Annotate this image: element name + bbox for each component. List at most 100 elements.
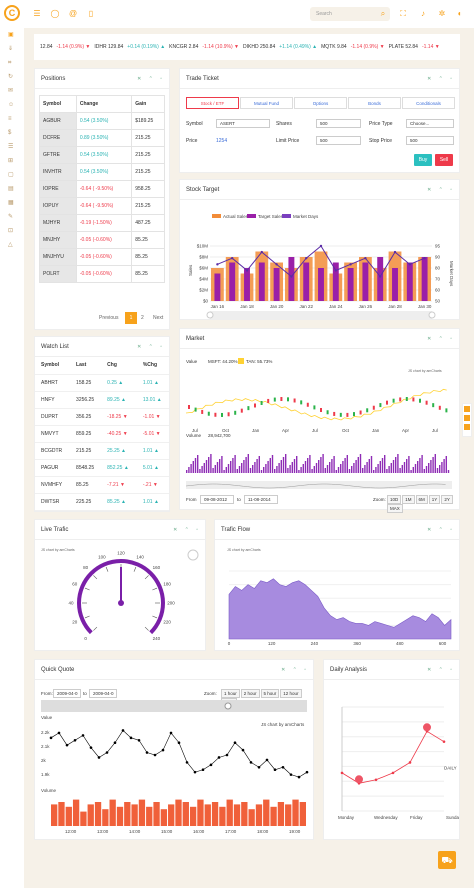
table-row[interactable]: AGBUR 0.54 (3.50%) $189.25: [39, 112, 165, 130]
zoom-button[interactable]: 2Y: [441, 495, 453, 504]
table-row[interactable]: BCGDTR 215.25 25.25 ▲ 1.01 ▲: [35, 442, 169, 460]
chat-icon[interactable]: ◯: [50, 9, 60, 18]
symbol-input[interactable]: ASERT: [216, 119, 270, 128]
card-controls[interactable]: ✕ ⌃ ▫: [427, 76, 455, 82]
dollar-icon[interactable]: $: [8, 130, 12, 136]
card-controls[interactable]: ✕ ⌃ ▫: [137, 344, 165, 350]
at-icon[interactable]: @: [68, 9, 78, 18]
buy-button[interactable]: Buy: [414, 154, 432, 166]
cart-button[interactable]: ⛟: [438, 851, 456, 869]
y-label: Sales: [188, 264, 193, 276]
user-icon[interactable]: ◐: [457, 9, 463, 18]
card-controls[interactable]: ✕ ⌃ ▫: [427, 187, 455, 193]
zoom-button[interactable]: 1Y: [428, 495, 441, 504]
table-row[interactable]: IOPRE -0.64 ( -9.50%) 958.25: [39, 180, 165, 198]
point-market-days: [349, 263, 352, 266]
box-icon[interactable]: ▢: [8, 172, 14, 178]
table-row[interactable]: MNJHY -0.05 (-0.60%) 85.25: [39, 231, 165, 249]
dashboard-icon[interactable]: ▣: [8, 32, 14, 38]
top-bar: C ☰ ◯ @ ▯ Search ⌕ ⛶ ♪ ✲ ◐: [0, 0, 474, 28]
col-gain[interactable]: Gain: [131, 95, 165, 113]
table-row[interactable]: HNFY 3256.25 89.25 ▲ 13.01 ▲: [35, 391, 169, 409]
table-row[interactable]: MNJHYU -0.05 (-0.60%) 85.25: [39, 248, 165, 266]
table-row[interactable]: GFTRE 0.54 (3.50%) 215.25: [39, 146, 165, 164]
clipboard-icon[interactable]: ▯: [88, 9, 94, 18]
table-row[interactable]: DUPRT 356.25 -18.25 ▼ -1.01 ▼: [35, 408, 169, 426]
market-to-input[interactable]: 11-08-2014: [244, 495, 278, 504]
card-controls[interactable]: ✕ ⌃ ▫: [281, 667, 309, 673]
cell-pct: 1.01 ▲: [136, 442, 169, 460]
stop-price-input[interactable]: 500: [406, 136, 454, 145]
lock-icon[interactable]: ⊡: [8, 228, 14, 234]
calendar-icon[interactable]: ▦: [8, 200, 14, 206]
table-row[interactable]: DWTSR 225.25 85.25 ▲ 1.01 ▲: [35, 493, 169, 511]
warning-icon[interactable]: △: [8, 242, 13, 248]
quote-to-input[interactable]: 2009-04-0: [89, 689, 117, 698]
volume-bar: [370, 456, 373, 473]
tab-options[interactable]: Options: [294, 97, 347, 109]
table-row[interactable]: NVMHFY 85.25 -7.21 ▼ -.21 ▼: [35, 476, 169, 494]
pager-next[interactable]: Next: [153, 315, 164, 321]
col-change[interactable]: Change: [75, 95, 133, 113]
grid-icon[interactable]: ⊞: [8, 158, 14, 164]
zoom-button[interactable]: 10D: [387, 495, 402, 504]
shares-label: Shares: [276, 121, 292, 127]
card-controls[interactable]: ✕ ⌃ ▫: [173, 527, 201, 533]
tab-mutual-fund[interactable]: Mutual Fund: [240, 97, 293, 109]
users-icon[interactable]: ☺: [8, 102, 15, 108]
bar-target: [273, 268, 280, 301]
tool-icon-1[interactable]: [464, 406, 470, 412]
gear-icon[interactable]: ✲: [438, 9, 446, 18]
refresh-icon[interactable]: ↻: [8, 74, 14, 80]
table-row[interactable]: DCFRE 0.89 (3.50%) 215.25: [39, 129, 165, 147]
table-row[interactable]: PAGUR 8548.25 852.25 ▲ 5.01 ▲: [35, 459, 169, 477]
zoom-button[interactable]: 6M: [415, 495, 428, 504]
search-icon[interactable]: ⌕: [380, 9, 386, 18]
zoom-button[interactable]: 12 hour: [280, 689, 302, 698]
quick-quote-chart: Value JS chart by amCharts 2.2k 2.1k 2k 1.9k V…: [41, 700, 309, 834]
mail-icon[interactable]: ✉: [8, 88, 14, 94]
table-row[interactable]: IOPUY -0.64 ( -9.50%) 215.25: [39, 197, 165, 215]
layers-icon[interactable]: ≡: [8, 116, 12, 122]
list-icon[interactable]: ☰: [8, 144, 14, 150]
zoom-button[interactable]: 5 hour: [260, 689, 280, 698]
card-controls[interactable]: ✕ ⌃ ▫: [427, 667, 455, 673]
pager-page-1[interactable]: 1: [125, 312, 137, 324]
col-symbol[interactable]: Symbol: [39, 95, 77, 113]
table-icon[interactable]: ▤: [8, 186, 14, 192]
shares-input[interactable]: 500: [316, 119, 361, 128]
zoom-button[interactable]: MAX: [387, 504, 403, 513]
bell-icon[interactable]: ♪: [421, 9, 425, 18]
table-row[interactable]: NMVYT 859.25 -40.25 ▼ -5.01 ▼: [35, 425, 169, 443]
table-row[interactable]: ABHRT 158.25 0.25 ▲ 1.01 ▲: [35, 374, 169, 392]
pager-page-2[interactable]: 2: [141, 315, 144, 321]
tool-icon-2[interactable]: [464, 415, 470, 421]
tool-icon-3[interactable]: [464, 424, 470, 430]
pager-prev[interactable]: Previous: [99, 315, 119, 321]
tab-bonds[interactable]: Bonds: [348, 97, 401, 109]
edit-icon[interactable]: ✎: [8, 214, 14, 220]
sell-button[interactable]: Sell: [435, 154, 453, 166]
chart-icon[interactable]: ⌗: [8, 60, 12, 66]
table-row[interactable]: POLRT -0.05 (-0.60%) 85.25: [39, 265, 165, 283]
price-type-select[interactable]: Choose...: [406, 119, 454, 128]
tab-stock-etf[interactable]: Stock / ETF: [186, 97, 239, 109]
limit-price-input[interactable]: 500: [316, 136, 361, 145]
logo[interactable]: C: [4, 5, 20, 21]
expand-icon[interactable]: ⛶: [400, 9, 406, 18]
card-controls[interactable]: ✕ ⌃ ▫: [427, 336, 455, 342]
table-row[interactable]: MJHYR -0.19 (-1.50%) 487.25: [39, 214, 165, 232]
search-input[interactable]: Search: [310, 7, 390, 21]
zoom-button[interactable]: 1M: [402, 495, 415, 504]
quote-from-input[interactable]: 2009-04-0: [53, 689, 81, 698]
zoom-button[interactable]: 1 hour: [221, 689, 240, 698]
zoom-button[interactable]: 2 hour: [240, 689, 260, 698]
download-icon[interactable]: ⇓: [8, 46, 14, 52]
menu-icon[interactable]: ☰: [33, 9, 41, 18]
card-controls[interactable]: ✕ ⌃ ▫: [427, 527, 455, 533]
tab-conditionals[interactable]: Conditionals: [402, 97, 455, 109]
card-controls[interactable]: ✕ ⌃ ▫: [137, 76, 165, 82]
market-from-input[interactable]: 09-08-2012: [200, 495, 234, 504]
table-row[interactable]: INVHTR 0.54 (3.50%) 215.25: [39, 163, 165, 181]
cell-pct: 1.01 ▲: [136, 374, 169, 392]
